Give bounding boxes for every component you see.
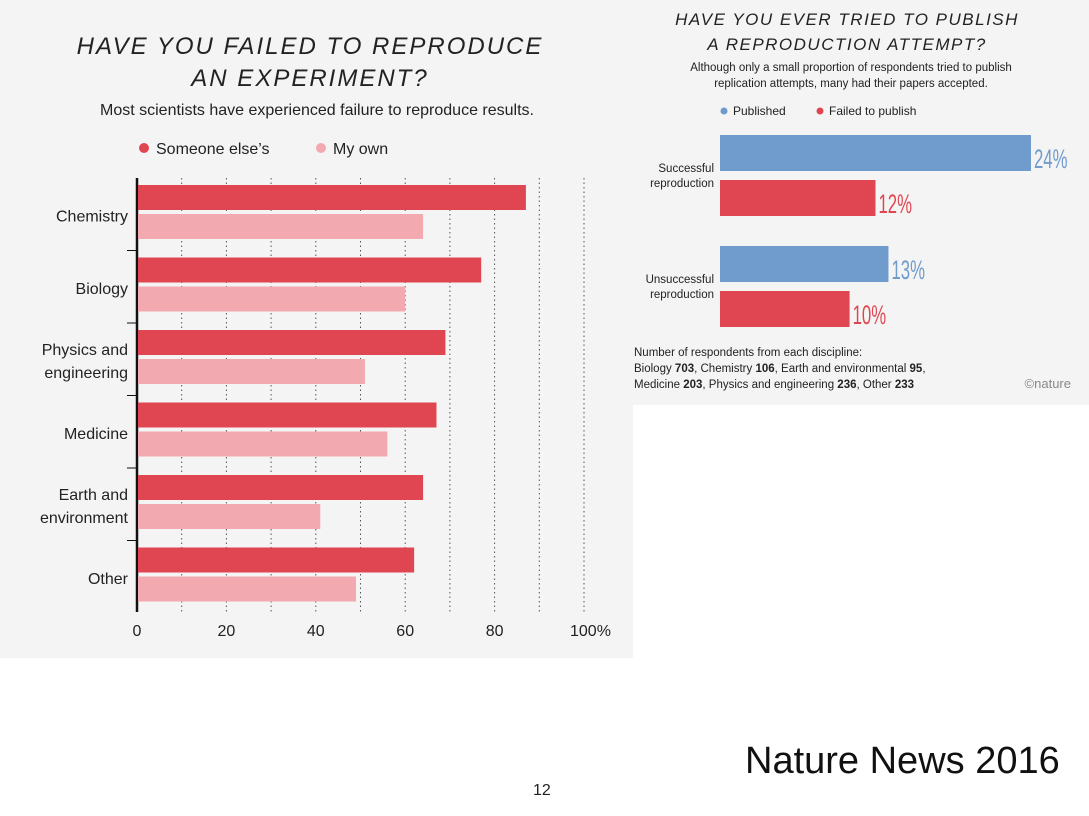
bar-someone-else <box>138 475 424 500</box>
x-tick-label: 80 <box>486 623 504 640</box>
legend-swatch-published <box>720 107 728 115</box>
bar-my-own <box>138 214 424 239</box>
category-label: engineering <box>44 365 128 382</box>
legend-label-my-own: My own <box>333 141 388 158</box>
value-label: 12% <box>879 189 913 219</box>
legend-swatch-failed <box>816 107 824 115</box>
reproduce-chart: HAVE YOU FAILED TO REPRODUCE AN EXPERIME… <box>40 33 611 640</box>
legend-label-published: Published <box>733 104 786 118</box>
category-label: Earth and <box>59 487 128 504</box>
bar-someone-else <box>138 185 526 210</box>
bar-my-own <box>138 504 321 529</box>
chart-title-line-1: HAVE YOU EVER TRIED TO PUBLISH <box>675 10 1019 29</box>
category-label: Other <box>88 571 129 588</box>
category-label: Unsuccessful <box>646 274 714 286</box>
bar-someone-else <box>138 402 437 428</box>
value-label: 24% <box>1034 144 1068 174</box>
category-label: Physics and <box>42 342 128 359</box>
footnote-header: Number of respondents from each discipli… <box>634 347 862 359</box>
chart-subtitle: Most scientists have experienced failure… <box>100 102 534 119</box>
bar-my-own <box>138 431 388 457</box>
footnote-counts-line-2: Medicine 203, Physics and engineering 23… <box>634 379 914 391</box>
right-chart-panel: HAVE YOU EVER TRIED TO PUBLISH A REPRODU… <box>633 0 1089 405</box>
x-tick-label: 0 <box>133 623 142 640</box>
category-label: Chemistry <box>56 208 128 225</box>
category-label: Biology <box>76 281 128 298</box>
legend-label-someone-else: Someone else’s <box>156 141 270 158</box>
x-tick-label: 60 <box>396 623 414 640</box>
category-label: reproduction <box>650 289 714 301</box>
category-label: reproduction <box>650 178 714 190</box>
bar-someone-else <box>138 547 415 573</box>
bar-published <box>720 246 889 282</box>
slide-source-caption: Nature News 2016 <box>745 740 1060 782</box>
left-chart-panel: HAVE YOU FAILED TO REPRODUCE AN EXPERIME… <box>0 0 633 658</box>
plot-area: 24% 12% Successful reproduction 13%10% Unsucc… <box>646 135 1068 330</box>
x-tick-label: 20 <box>218 623 236 640</box>
legend-swatch-my-own <box>316 143 326 153</box>
value-label: 13% <box>891 255 925 285</box>
bar-failed-to-publish <box>720 291 850 327</box>
chart-title-line-1: HAVE YOU FAILED TO REPRODUCE <box>77 33 544 60</box>
bar-my-own <box>138 576 357 602</box>
bar-my-own <box>138 286 406 312</box>
bar-published <box>720 135 1031 171</box>
category-label: environment <box>40 510 129 527</box>
publish-chart: HAVE YOU EVER TRIED TO PUBLISH A REPRODU… <box>634 10 1071 391</box>
bar-failed-to-publish <box>720 180 876 216</box>
chart-title-line-2: AN EXPERIMENT? <box>189 65 428 92</box>
chart-subtitle-line-2: replication attempts, many had their pap… <box>714 78 988 90</box>
bar-my-own <box>138 359 365 384</box>
value-label: 10% <box>853 300 887 330</box>
legend-swatch-someone-else <box>139 143 149 153</box>
page-number: 12 <box>533 782 551 799</box>
x-tick-label: 100% <box>570 623 611 640</box>
bar-someone-else <box>138 257 482 283</box>
plot-area: Chemistry Biology Physics and engineering Me… <box>40 178 611 640</box>
category-label: Medicine <box>64 426 128 443</box>
category-label: Successful <box>658 163 714 175</box>
nature-credit: ©nature <box>1025 376 1071 391</box>
chart-title-line-2: A REPRODUCTION ATTEMPT? <box>706 35 986 54</box>
x-tick-label: 40 <box>307 623 325 640</box>
legend-label-failed: Failed to publish <box>829 104 916 118</box>
bar-someone-else <box>138 330 446 355</box>
chart-subtitle-line-1: Although only a small proportion of resp… <box>690 62 1012 74</box>
footnote-counts-line-1: Biology 703, Chemistry 106, Earth and en… <box>634 363 926 375</box>
